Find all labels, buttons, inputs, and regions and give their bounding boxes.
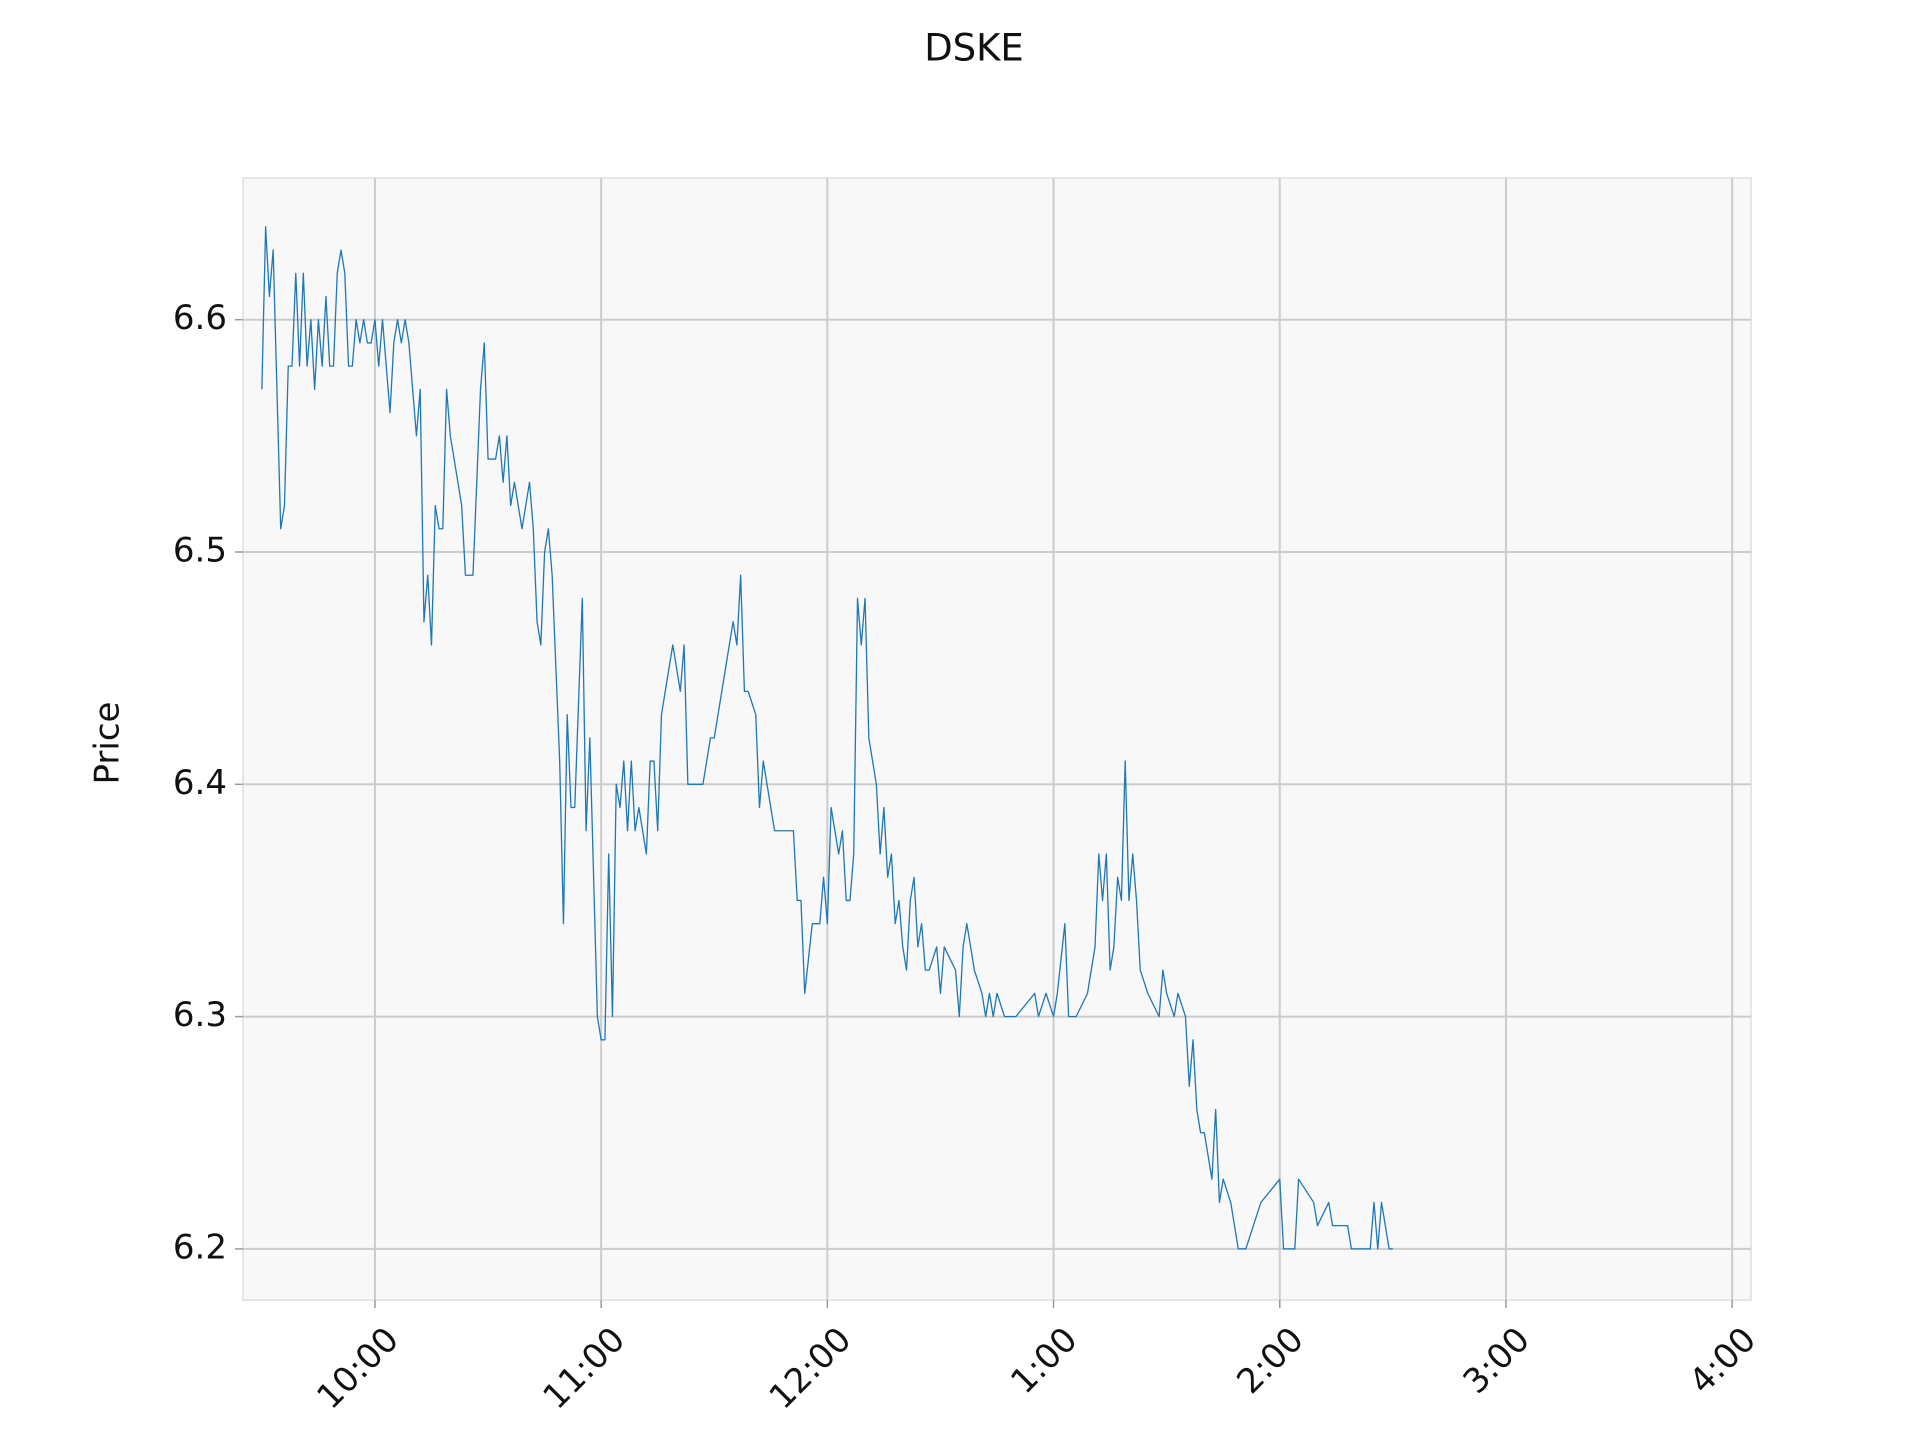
y-tick-label: 6.2 bbox=[173, 1227, 227, 1267]
x-tick-label: 12:00 bbox=[762, 1320, 860, 1418]
y-axis-label: Price bbox=[88, 702, 128, 785]
y-tick-label: 6.5 bbox=[173, 531, 227, 571]
x-tick-label: 1:00 bbox=[1003, 1320, 1085, 1402]
x-tick-label: 10:00 bbox=[309, 1320, 407, 1418]
x-tick-label: 3:00 bbox=[1456, 1320, 1538, 1402]
y-tick-label: 6.6 bbox=[173, 298, 227, 338]
plot-area bbox=[242, 177, 1752, 1301]
x-tick-label: 11:00 bbox=[535, 1320, 633, 1418]
y-tick-label: 6.3 bbox=[173, 995, 227, 1035]
x-tick-label: 2:00 bbox=[1229, 1320, 1311, 1402]
chart-title: DSKE bbox=[924, 27, 1024, 70]
price-line bbox=[261, 226, 1393, 1250]
y-tick-label: 6.4 bbox=[173, 763, 227, 803]
x-tick-label: 4:00 bbox=[1682, 1320, 1764, 1402]
